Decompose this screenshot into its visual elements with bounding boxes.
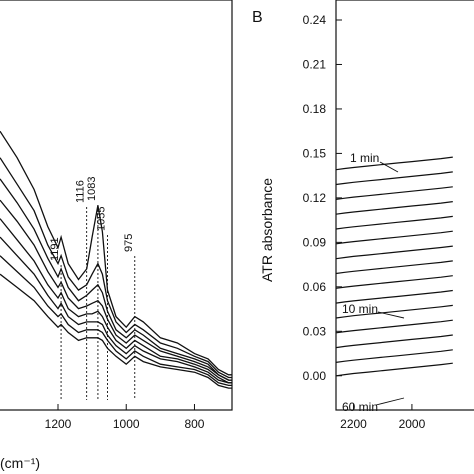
panel-a-spectra: 1191 1116 1083 1055 975 1200 1000 800 (cm⁻¹) xyxy=(0,0,233,471)
x-tick-label: 1200 xyxy=(45,417,72,431)
panel-a-spectrum-line xyxy=(0,236,232,384)
peak-label: 1116 xyxy=(75,180,87,203)
panel-b-annotations: 1 min 10 min 60 min xyxy=(342,151,405,414)
panel-b-series-line xyxy=(335,215,453,230)
x-tick-label: 2200 xyxy=(340,417,367,431)
y-tick-label: 0.18 xyxy=(303,102,327,116)
panel-b-series-line xyxy=(335,304,453,319)
panel-b-series-line xyxy=(335,289,453,304)
x-tick-label: 1000 xyxy=(113,417,140,431)
y-tick-label: 0.15 xyxy=(303,146,327,160)
panel-a-frame xyxy=(0,0,233,411)
peak-label: 1083 xyxy=(86,177,98,201)
panel-b-series-line xyxy=(335,201,453,215)
peak-label: 975 xyxy=(123,234,135,252)
panel-a-x-axis-title: (cm⁻¹) xyxy=(0,455,40,471)
annotation-leader xyxy=(377,311,405,319)
panel-b-frame xyxy=(335,0,474,411)
panel-b-series-line xyxy=(335,186,453,200)
peak-label: 1055 xyxy=(95,207,107,231)
panel-b-series-line xyxy=(335,245,453,260)
panel-b-x-ticks: 2200 2000 xyxy=(340,404,426,431)
panel-b-series-line xyxy=(335,260,453,275)
panel-a-spectrum-line xyxy=(0,255,232,387)
panel-a-spectrum-line xyxy=(0,157,232,379)
panel-b-series-line xyxy=(335,362,453,377)
y-tick-label: 0.09 xyxy=(303,235,327,249)
panel-b-series-line xyxy=(335,349,453,363)
panel-a-spectrum-line xyxy=(0,178,232,381)
panel-b-curves xyxy=(335,156,453,377)
annotation-leader xyxy=(379,161,399,173)
panel-a-spectrum-line xyxy=(0,130,232,376)
panel-b-series-line xyxy=(335,156,453,171)
annotation-label: 1 min xyxy=(350,151,379,165)
panel-b-letter: B xyxy=(252,9,263,26)
annotation-label: 60 min xyxy=(342,400,378,414)
peak-label: 1191 xyxy=(49,237,61,261)
panel-b-y-ticks: 0.00 0.03 0.06 0.09 0.12 0.15 0.18 0.21 0.24 xyxy=(303,13,342,383)
panel-b-series-line xyxy=(335,334,453,349)
y-tick-label: 0.24 xyxy=(303,13,327,27)
panel-b-series-line xyxy=(335,171,453,186)
panel-b-series-line xyxy=(335,275,453,289)
x-tick-label: 2000 xyxy=(399,417,426,431)
panel-b-series-line xyxy=(335,230,453,245)
panel-a-spectrum-line xyxy=(0,273,232,389)
panel-b-series-line xyxy=(335,319,453,334)
y-tick-label: 0.21 xyxy=(303,57,327,71)
panel-a-peak-markers: 1191 1116 1083 1055 975 xyxy=(49,177,136,400)
panel-b-time-series: B 0.00 0.03 0.06 0.09 0.12 0.15 0.18 0.21 0.24 2… xyxy=(252,0,474,431)
x-tick-label: 800 xyxy=(184,417,204,431)
y-tick-label: 0.03 xyxy=(303,324,327,338)
panel-a-spectrum-line xyxy=(0,199,232,381)
panel-b-y-axis-title: ATR absorbance xyxy=(259,178,275,282)
panel-a-spectrum-line xyxy=(0,218,232,384)
annotation-leader xyxy=(375,397,405,406)
y-tick-label: 0.00 xyxy=(303,369,327,383)
y-tick-label: 0.12 xyxy=(303,191,327,205)
panel-a-curves xyxy=(0,130,232,389)
annotation-label: 10 min xyxy=(342,302,378,316)
panel-a-x-ticks: 1200 1000 800 xyxy=(45,404,205,431)
y-tick-label: 0.06 xyxy=(303,280,327,294)
